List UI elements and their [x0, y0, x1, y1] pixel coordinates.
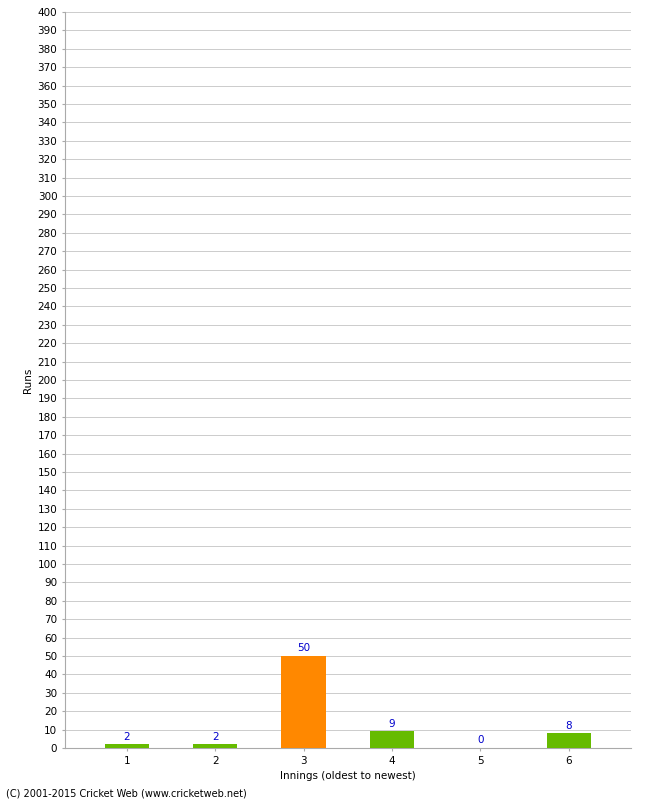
- Y-axis label: Runs: Runs: [23, 367, 33, 393]
- Text: 50: 50: [297, 643, 310, 654]
- Bar: [281, 656, 326, 748]
- Text: 8: 8: [566, 721, 572, 730]
- Text: (C) 2001-2015 Cricket Web (www.cricketweb.net): (C) 2001-2015 Cricket Web (www.cricketwe…: [6, 788, 247, 798]
- Bar: [370, 731, 414, 748]
- Bar: [105, 744, 149, 748]
- Text: 2: 2: [212, 731, 218, 742]
- Bar: [193, 744, 237, 748]
- Bar: [547, 734, 591, 748]
- Text: 2: 2: [124, 731, 130, 742]
- Text: 9: 9: [389, 718, 395, 729]
- X-axis label: Innings (oldest to newest): Innings (oldest to newest): [280, 771, 415, 781]
- Text: 0: 0: [477, 735, 484, 746]
